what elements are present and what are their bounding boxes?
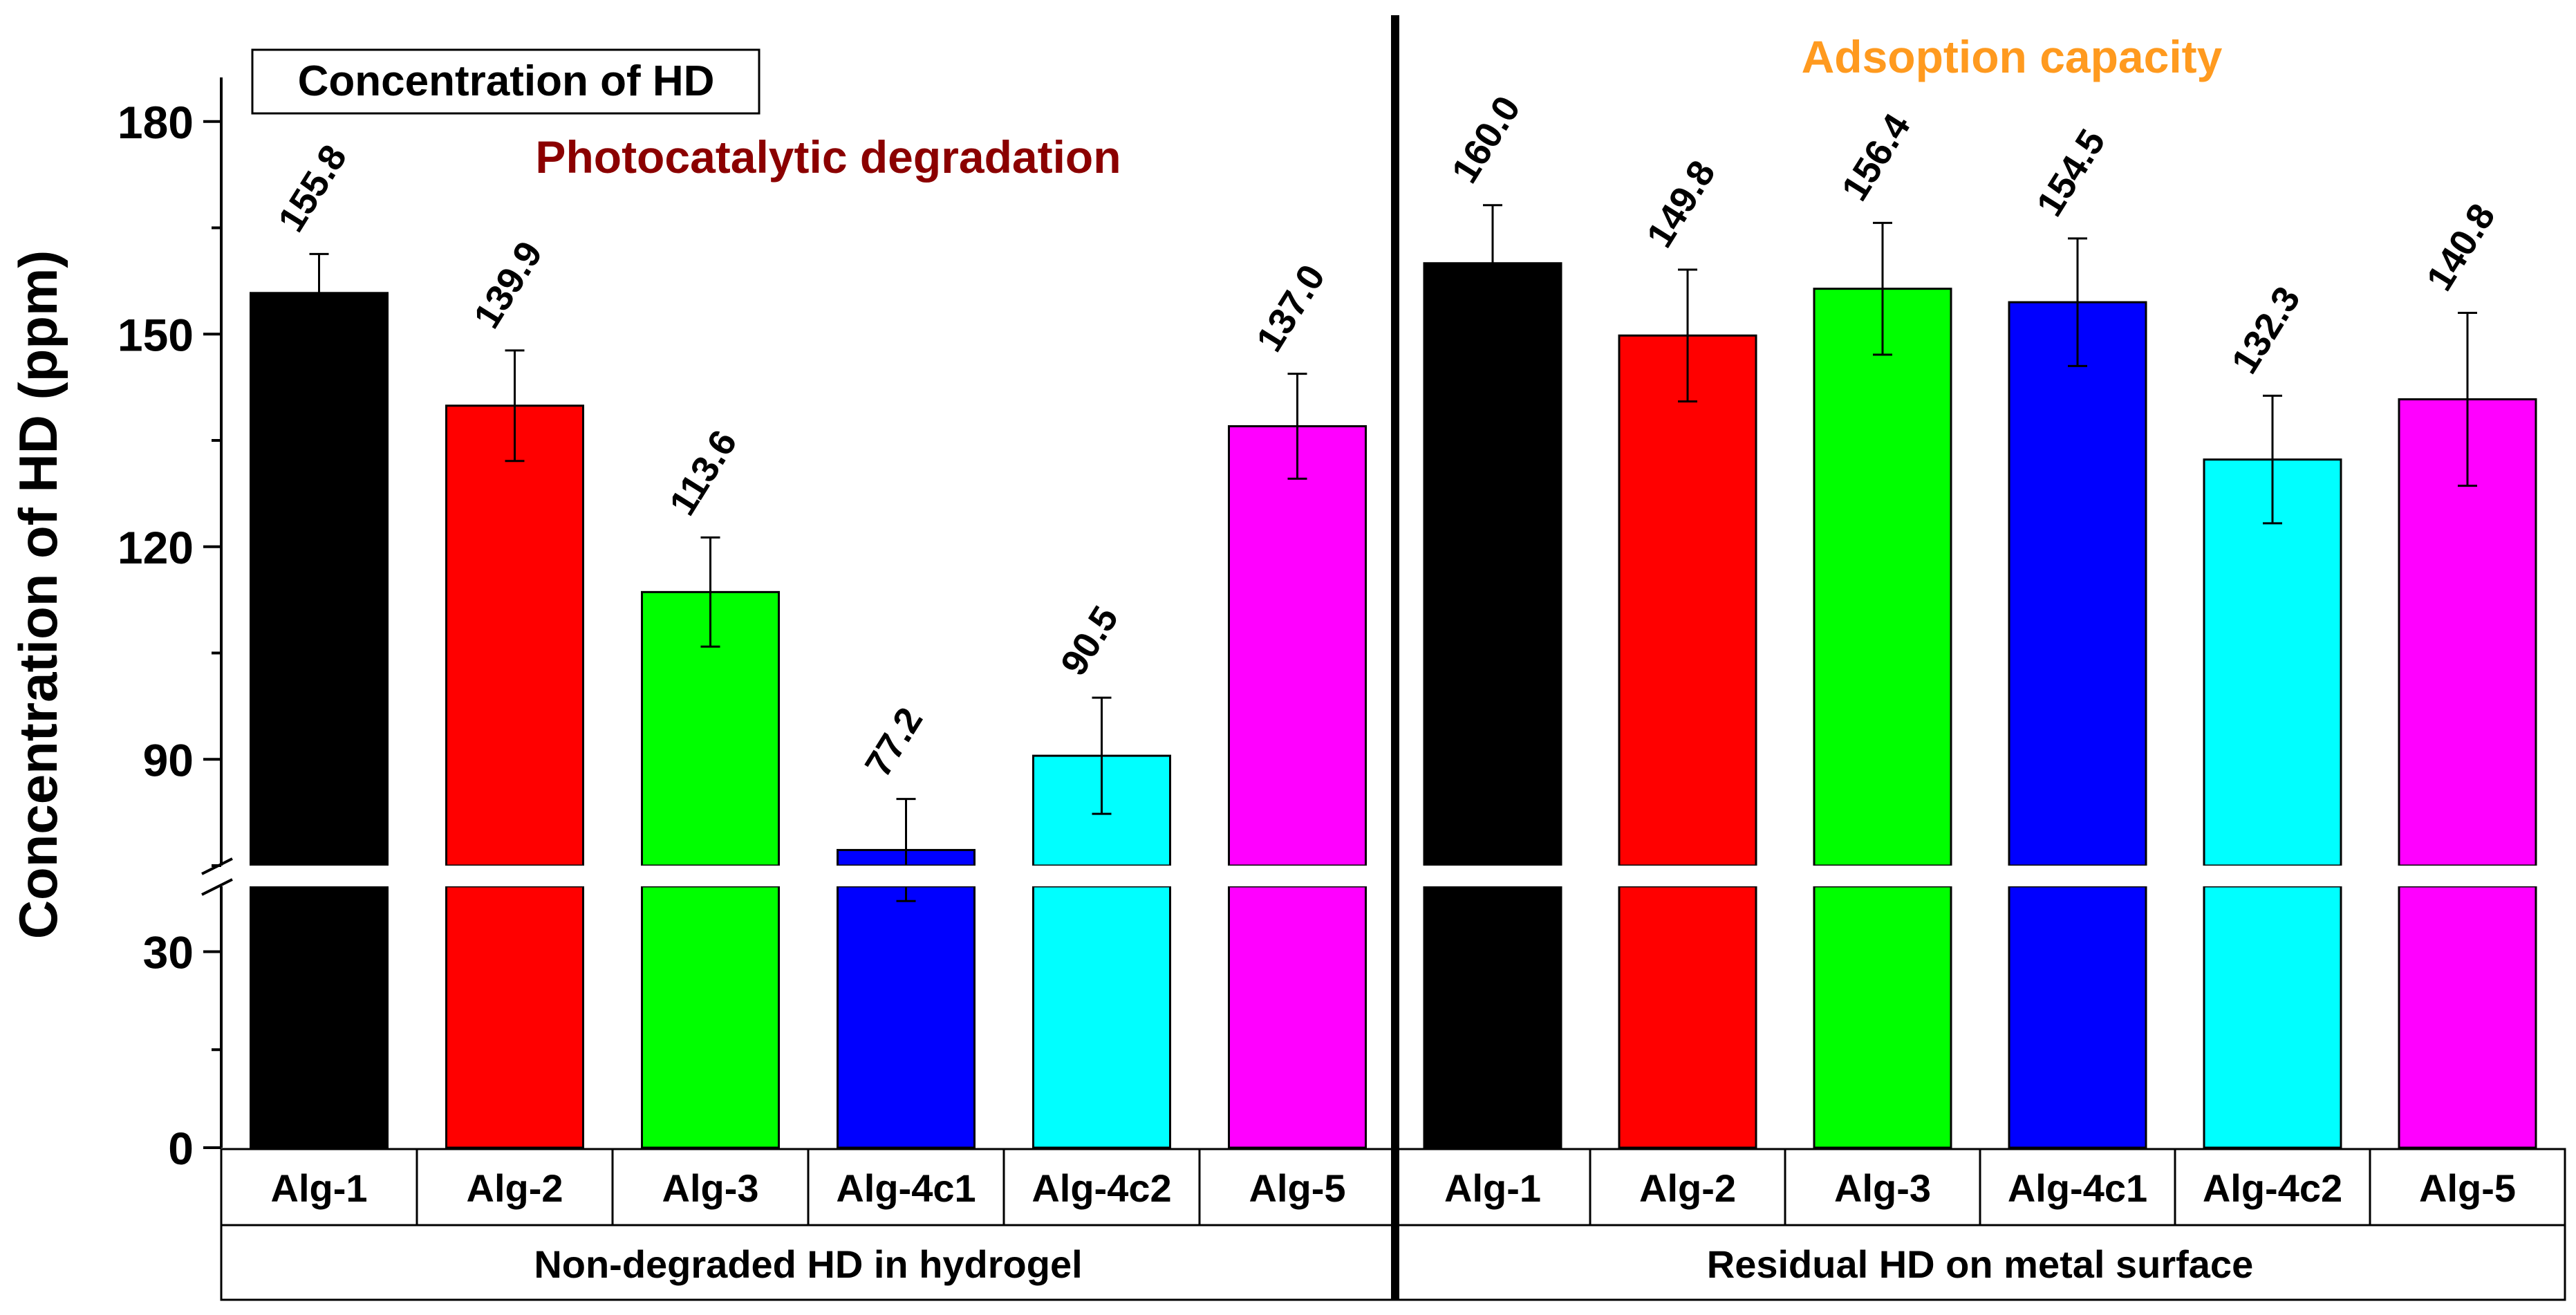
y-tick-label: 120 bbox=[118, 522, 194, 573]
value-label-0-4: 90.5 bbox=[1053, 599, 1127, 683]
axis-break-gap bbox=[180, 866, 2565, 886]
y-tick-label: 0 bbox=[168, 1123, 194, 1174]
category-cell-1-4 bbox=[2174, 1148, 2371, 1227]
bar-lower-1-4 bbox=[2203, 885, 2342, 1149]
bar-upper-1-0 bbox=[1423, 262, 1562, 867]
category-cell-0-3 bbox=[807, 1148, 1005, 1227]
group-cell-0 bbox=[220, 1224, 1397, 1301]
y-tick-label: 90 bbox=[143, 734, 194, 785]
bar-upper-1-2 bbox=[1813, 288, 1952, 867]
bar-upper-0-1 bbox=[445, 404, 584, 867]
bar-upper-0-5 bbox=[1228, 425, 1367, 867]
category-label-1-2: Alg-3 bbox=[1834, 1166, 1931, 1210]
group-cell-1 bbox=[1394, 1224, 2566, 1301]
category-cell-1-2 bbox=[1784, 1148, 1981, 1227]
bar-upper-1-1 bbox=[1618, 334, 1757, 867]
category-label-0-0: Alg-1 bbox=[271, 1166, 368, 1210]
chart-title: Concentration of HD bbox=[298, 57, 715, 105]
group-label-1: Residual HD on metal surface bbox=[1707, 1242, 2253, 1286]
value-label-1-5: 140.8 bbox=[2418, 196, 2503, 297]
category-cell-0-2 bbox=[611, 1148, 810, 1227]
annotation-photocatalytic-degradation: Photocatalytic degradation bbox=[535, 131, 1121, 183]
value-labels-layer: 155.8 139.9 113.6 77.2 90.5 137.0 160.0 149.8 15… bbox=[270, 89, 2503, 784]
bar-lower-0-1 bbox=[445, 885, 584, 1149]
bar-lower-0-4 bbox=[1032, 885, 1171, 1149]
category-cell-1-3 bbox=[1979, 1148, 2176, 1227]
title-box bbox=[251, 48, 760, 115]
value-label-0-5: 137.0 bbox=[1249, 258, 1333, 359]
value-label-1-3: 154.5 bbox=[2028, 122, 2113, 223]
bar-lower-0-0 bbox=[250, 885, 389, 1149]
category-label-0-5: Alg-5 bbox=[1249, 1166, 1346, 1210]
category-cell-0-0 bbox=[220, 1148, 418, 1227]
y-tick-label: 30 bbox=[143, 927, 194, 978]
category-label-1-1: Alg-2 bbox=[1639, 1166, 1736, 1210]
category-table: Alg-1 Alg-2 Alg-3 Alg-4c1 Alg-4c2 Alg-5 Non-de… bbox=[220, 1148, 2566, 1301]
category-cell-1-1 bbox=[1589, 1148, 1786, 1227]
category-cell-0-1 bbox=[416, 1148, 614, 1227]
bar-lower-1-3 bbox=[2008, 885, 2147, 1149]
bar-lower-1-1 bbox=[1618, 885, 1757, 1149]
category-cell-1-5 bbox=[2369, 1148, 2566, 1227]
category-label-1-5: Alg-5 bbox=[2419, 1166, 2516, 1210]
error-bars-layer bbox=[309, 204, 2477, 902]
bar-lower-0-3 bbox=[837, 885, 976, 1149]
value-label-1-4: 132.3 bbox=[2223, 279, 2308, 380]
y-tick-label: 150 bbox=[118, 309, 194, 360]
y-tick-label: 180 bbox=[118, 97, 194, 148]
value-label-1-1: 149.8 bbox=[1639, 153, 1723, 254]
group-label-0: Non-degraded HD in hydrogel bbox=[534, 1242, 1082, 1286]
y-axis: 90 120 150 180 0 30 bbox=[118, 77, 2565, 1174]
bar-lower-1-5 bbox=[2398, 885, 2537, 1149]
category-cell-0-4 bbox=[1002, 1148, 1201, 1227]
bar-lower-0-2 bbox=[641, 885, 780, 1149]
value-label-0-2: 113.6 bbox=[662, 423, 745, 523]
value-label-0-0: 155.8 bbox=[270, 138, 355, 239]
category-label-1-4: Alg-4c2 bbox=[2203, 1166, 2342, 1210]
category-cell-1-0 bbox=[1394, 1148, 1592, 1227]
category-label-0-2: Alg-3 bbox=[662, 1166, 759, 1210]
category-label-0-4: Alg-4c2 bbox=[1032, 1166, 1171, 1210]
bar-upper-1-3 bbox=[2008, 301, 2147, 867]
value-label-0-1: 139.9 bbox=[466, 234, 550, 335]
value-label-1-0: 160.0 bbox=[1444, 89, 1528, 190]
category-label-1-0: Alg-1 bbox=[1444, 1166, 1541, 1210]
bar-lower-1-0 bbox=[1423, 885, 1562, 1149]
axis-break-mark-bottom bbox=[201, 878, 233, 896]
bar-lower-0-5 bbox=[1228, 885, 1367, 1149]
bar-lower-1-2 bbox=[1813, 885, 1952, 1149]
category-label-1-3: Alg-4c1 bbox=[2008, 1166, 2147, 1210]
value-label-0-3: 77.2 bbox=[857, 700, 931, 784]
bar-upper-1-4 bbox=[2203, 458, 2342, 867]
bar-upper-0-0 bbox=[250, 292, 389, 867]
y-axis-label: Concentration of HD (ppm) bbox=[8, 250, 68, 940]
category-label-0-3: Alg-4c1 bbox=[836, 1166, 976, 1210]
category-label-0-1: Alg-2 bbox=[467, 1166, 563, 1210]
value-label-1-2: 156.4 bbox=[1833, 106, 1918, 207]
annotation-adsorption-capacity: Adsoption capacity bbox=[1802, 31, 2223, 82]
